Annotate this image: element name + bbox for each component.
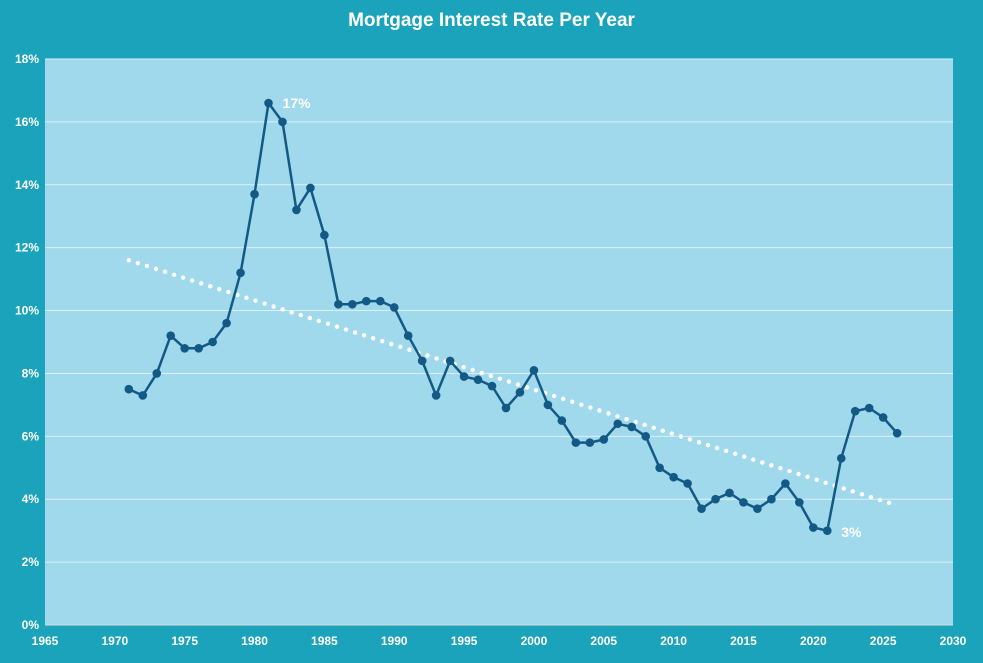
data-point [431, 391, 441, 400]
data-point [725, 488, 734, 498]
annotation-label: 17% [283, 95, 312, 111]
data-point [795, 498, 804, 507]
data-point [571, 438, 581, 447]
annotation-label: 3% [841, 524, 862, 540]
data-point [208, 337, 217, 347]
data-point [836, 454, 846, 463]
data-point [487, 381, 497, 391]
data-point [389, 303, 399, 312]
y-tick-label: 6% [22, 429, 40, 443]
data-point [501, 403, 511, 413]
x-tick-label: 1970 [101, 634, 128, 648]
data-point [445, 356, 455, 366]
data-point [641, 432, 650, 441]
x-tick-label: 1965 [32, 634, 59, 648]
x-tick-label: 1975 [171, 634, 198, 648]
x-tick-label: 2000 [521, 634, 548, 648]
data-point [655, 463, 664, 473]
y-tick-label: 4% [22, 492, 40, 506]
data-point [348, 299, 357, 309]
y-tick-label: 18% [15, 52, 39, 66]
data-point [473, 375, 483, 385]
data-point [459, 372, 469, 381]
x-tick-label: 2025 [870, 634, 897, 648]
data-point [683, 479, 692, 488]
data-point [557, 416, 567, 425]
data-point [417, 356, 427, 366]
y-tick-label: 0% [22, 618, 40, 632]
data-point [306, 183, 315, 193]
data-point [361, 296, 371, 306]
data-point [864, 403, 874, 413]
data-point [711, 494, 720, 504]
y-tick-label: 2% [22, 555, 40, 569]
data-point [236, 268, 245, 278]
data-point [878, 413, 888, 422]
y-tick-label: 16% [15, 115, 39, 129]
plot-background [45, 59, 953, 625]
data-point [599, 435, 609, 444]
data-point [669, 472, 678, 482]
data-point [767, 494, 776, 504]
data-point [781, 479, 790, 488]
data-point [264, 98, 273, 108]
data-point [822, 526, 832, 535]
x-tick-label: 1995 [451, 634, 478, 648]
y-tick-label: 12% [15, 241, 39, 255]
data-point [627, 422, 637, 432]
data-point [166, 331, 176, 341]
x-tick-label: 2005 [590, 634, 617, 648]
data-point [892, 428, 902, 438]
data-point [138, 391, 148, 400]
data-point [697, 504, 706, 513]
data-point [585, 438, 595, 447]
x-tick-label: 2030 [940, 634, 967, 648]
data-point [320, 230, 329, 240]
data-point [222, 318, 231, 328]
data-point [180, 343, 189, 353]
data-point [529, 366, 539, 375]
data-point [403, 331, 413, 341]
data-point [375, 296, 385, 306]
data-point [515, 388, 525, 397]
y-tick-label: 10% [15, 304, 39, 318]
x-tick-label: 2020 [800, 634, 827, 648]
data-point [194, 343, 203, 353]
data-point [124, 384, 134, 394]
y-tick-label: 8% [22, 366, 40, 380]
data-point [334, 299, 343, 309]
x-tick-label: 2010 [660, 634, 687, 648]
x-tick-label: 2015 [730, 634, 757, 648]
data-point [739, 498, 748, 507]
data-point [809, 523, 818, 532]
data-point [250, 189, 259, 199]
trendline [126, 257, 900, 508]
data-point [278, 117, 287, 127]
x-tick-label: 1980 [241, 634, 268, 648]
data-point [543, 400, 553, 410]
data-point [292, 205, 301, 215]
x-tick-label: 1985 [311, 634, 338, 648]
chart-title: Mortgage Interest Rate Per Year [348, 10, 635, 31]
data-point [753, 504, 762, 513]
data-point [613, 419, 623, 429]
data-point [850, 406, 860, 416]
y-tick-label: 14% [15, 178, 39, 192]
x-tick-label: 1990 [381, 634, 408, 648]
data-point [152, 369, 162, 378]
